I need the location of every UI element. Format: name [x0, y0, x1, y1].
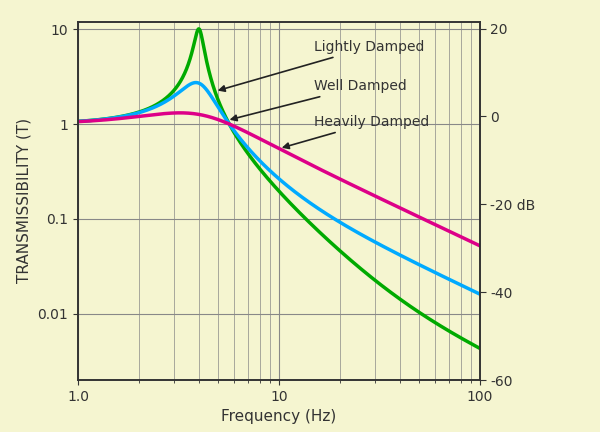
- Y-axis label: TRANSMISSIBILITY (T): TRANSMISSIBILITY (T): [17, 118, 32, 283]
- Text: Lightly Damped: Lightly Damped: [220, 40, 425, 91]
- Text: Heavily Damped: Heavily Damped: [283, 115, 430, 149]
- Text: Well Damped: Well Damped: [232, 79, 407, 121]
- X-axis label: Frequency (Hz): Frequency (Hz): [221, 410, 337, 424]
